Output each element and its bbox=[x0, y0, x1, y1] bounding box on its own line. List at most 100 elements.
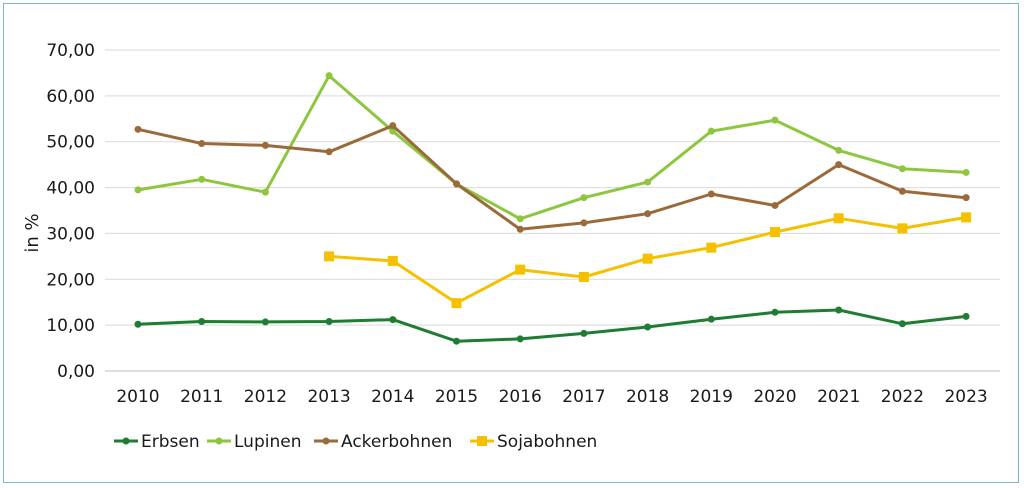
data-point bbox=[261, 188, 269, 196]
data-point bbox=[962, 194, 970, 202]
data-point bbox=[387, 255, 398, 266]
legend-label: Sojabohnen bbox=[497, 432, 597, 452]
x-tick-label: 2013 bbox=[307, 387, 350, 407]
data-point bbox=[453, 337, 460, 345]
x-tick-label: 2015 bbox=[435, 387, 478, 407]
data-point bbox=[134, 125, 142, 133]
data-point bbox=[833, 213, 844, 224]
x-tick-label: 2019 bbox=[690, 387, 733, 407]
data-point bbox=[261, 141, 269, 149]
data-point bbox=[898, 187, 906, 195]
y-tick-label: 10,00 bbox=[46, 316, 95, 336]
x-tick-labels: 2010 2011 2012 2013 2014 2015 2016 2017 2018 2019… bbox=[116, 387, 987, 407]
data-point bbox=[580, 219, 588, 227]
y-tick-label: 40,00 bbox=[46, 179, 95, 199]
data-point bbox=[198, 175, 206, 183]
x-tick-label: 2012 bbox=[244, 387, 287, 407]
x-tick-label: 2017 bbox=[562, 387, 605, 407]
data-point bbox=[898, 320, 906, 328]
x-tick-label: 2016 bbox=[499, 387, 542, 407]
data-point bbox=[644, 210, 652, 218]
data-point bbox=[516, 225, 524, 233]
x-tick-label: 2022 bbox=[881, 387, 924, 407]
legend-swatch-marker bbox=[215, 437, 223, 445]
data-point bbox=[707, 315, 715, 323]
y-tick-label: 0,00 bbox=[57, 362, 95, 382]
series-erbsen bbox=[134, 306, 970, 345]
x-tick-label: 2023 bbox=[944, 387, 987, 407]
data-point bbox=[898, 165, 906, 173]
y-tick-label: 60,00 bbox=[46, 87, 95, 107]
data-point bbox=[580, 329, 588, 337]
series-sojabohnen bbox=[324, 212, 972, 309]
legend-item: Lupinen bbox=[207, 432, 301, 452]
x-tick-label: 2020 bbox=[753, 387, 796, 407]
data-point bbox=[516, 335, 524, 343]
series-group bbox=[134, 72, 972, 345]
x-tick-label: 2010 bbox=[116, 387, 159, 407]
data-point bbox=[771, 201, 779, 209]
data-point bbox=[962, 168, 970, 176]
data-point bbox=[771, 308, 779, 316]
y-tick-label: 70,00 bbox=[46, 41, 95, 61]
data-point bbox=[324, 251, 335, 262]
legend-item: Ackerbohnen bbox=[314, 432, 452, 452]
x-tick-label: 2021 bbox=[817, 387, 860, 407]
data-point bbox=[771, 116, 779, 124]
data-point bbox=[962, 312, 970, 320]
data-point bbox=[644, 323, 652, 331]
y-axis-label: in % bbox=[22, 213, 43, 252]
data-point bbox=[580, 194, 588, 202]
data-point bbox=[325, 317, 333, 325]
data-point bbox=[134, 320, 142, 328]
data-point bbox=[835, 146, 843, 154]
data-point bbox=[389, 316, 397, 324]
x-tick-label: 2011 bbox=[180, 387, 223, 407]
data-point bbox=[642, 253, 653, 264]
data-point bbox=[515, 264, 526, 275]
y-tick-label: 50,00 bbox=[46, 133, 95, 153]
series-ackerbohnen bbox=[134, 122, 970, 233]
data-point bbox=[897, 223, 908, 234]
data-point bbox=[389, 122, 397, 130]
data-point bbox=[644, 178, 652, 186]
data-point bbox=[261, 318, 269, 326]
legend-label: Lupinen bbox=[234, 432, 301, 452]
data-point bbox=[516, 215, 524, 223]
y-tick-label: 30,00 bbox=[46, 224, 95, 244]
data-point bbox=[707, 190, 715, 198]
series-line bbox=[136, 74, 968, 221]
data-point bbox=[451, 298, 462, 309]
data-point bbox=[198, 140, 206, 148]
data-point bbox=[134, 186, 142, 194]
y-tick-labels: 0,00 10,00 20,00 30,00 40,00 50,00 60,00 70,00 bbox=[46, 41, 95, 382]
data-point bbox=[707, 127, 715, 135]
data-point bbox=[961, 212, 972, 223]
legend-swatch-marker bbox=[322, 437, 330, 445]
legend: Erbsen Lupinen Ackerbohnen Sojabohnen bbox=[114, 432, 597, 452]
legend-label: Erbsen bbox=[141, 432, 200, 452]
data-point bbox=[770, 227, 780, 238]
data-point bbox=[198, 317, 206, 325]
data-point bbox=[389, 127, 397, 135]
data-point bbox=[706, 242, 717, 253]
chart-frame bbox=[3, 3, 1019, 483]
data-point bbox=[835, 161, 843, 169]
data-point bbox=[453, 180, 460, 188]
data-point bbox=[578, 271, 589, 282]
x-tick-label: 2018 bbox=[626, 387, 669, 407]
legend-item: Sojabohnen bbox=[470, 432, 597, 452]
legend-swatch-marker bbox=[122, 437, 130, 445]
x-tick-label: 2014 bbox=[371, 387, 414, 407]
data-point bbox=[325, 148, 333, 156]
data-point bbox=[835, 306, 843, 314]
grid-lines bbox=[105, 49, 1000, 372]
series-line bbox=[136, 124, 968, 231]
data-point bbox=[325, 72, 333, 80]
series-lupinen bbox=[134, 72, 970, 223]
series-line bbox=[136, 308, 968, 343]
legend-label: Ackerbohnen bbox=[341, 432, 452, 452]
legend-swatch-marker bbox=[477, 436, 487, 446]
legend-item: Erbsen bbox=[114, 432, 200, 452]
